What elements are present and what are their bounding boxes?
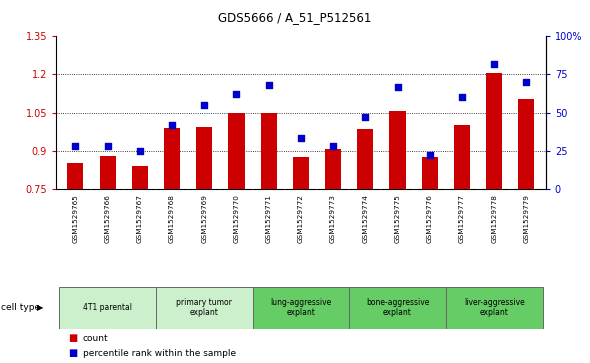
- Point: [103, 143, 112, 149]
- Text: GSM1529766: GSM1529766: [104, 194, 110, 242]
- Text: GSM1529778: GSM1529778: [491, 194, 497, 242]
- Bar: [196, 127, 212, 189]
- Bar: [349, 287, 446, 329]
- Text: GSM1529767: GSM1529767: [137, 194, 143, 242]
- Point: [199, 102, 209, 108]
- Text: GSM1529776: GSM1529776: [427, 194, 433, 242]
- Text: GSM1529765: GSM1529765: [73, 194, 78, 242]
- Text: percentile rank within the sample: percentile rank within the sample: [83, 349, 236, 358]
- Text: GSM1529769: GSM1529769: [201, 194, 207, 242]
- Point: [425, 152, 434, 158]
- Point: [522, 79, 531, 85]
- Text: 4T1 parental: 4T1 parental: [83, 303, 132, 312]
- Point: [71, 143, 80, 149]
- Text: liver-aggressive
explant: liver-aggressive explant: [464, 298, 525, 317]
- Text: GSM1529768: GSM1529768: [169, 194, 175, 242]
- Bar: [293, 157, 309, 189]
- Bar: [100, 156, 116, 189]
- Point: [264, 82, 273, 88]
- Bar: [454, 125, 470, 189]
- Text: primary tumor
explant: primary tumor explant: [176, 298, 232, 317]
- Bar: [519, 99, 535, 189]
- Bar: [389, 111, 405, 189]
- Bar: [358, 129, 373, 189]
- Text: GSM1529775: GSM1529775: [395, 194, 401, 242]
- Bar: [261, 113, 277, 189]
- Point: [232, 91, 241, 97]
- Point: [329, 143, 338, 149]
- Bar: [422, 157, 438, 189]
- Text: GSM1529774: GSM1529774: [362, 194, 368, 242]
- Text: bone-aggressive
explant: bone-aggressive explant: [366, 298, 430, 317]
- Point: [490, 61, 499, 67]
- Text: ■: ■: [68, 333, 77, 343]
- Point: [393, 84, 402, 90]
- Point: [135, 148, 145, 154]
- Text: cell type: cell type: [1, 303, 40, 312]
- Text: GSM1529772: GSM1529772: [298, 194, 304, 242]
- Text: GSM1529779: GSM1529779: [523, 194, 529, 242]
- Bar: [59, 287, 156, 329]
- Text: ■: ■: [68, 348, 77, 358]
- Bar: [253, 287, 349, 329]
- Text: GSM1529777: GSM1529777: [459, 194, 465, 242]
- Bar: [164, 128, 180, 189]
- Bar: [67, 163, 83, 189]
- Text: GSM1529773: GSM1529773: [330, 194, 336, 242]
- Text: GSM1529770: GSM1529770: [234, 194, 240, 242]
- Point: [457, 94, 467, 100]
- Bar: [156, 287, 253, 329]
- Text: ▶: ▶: [37, 303, 44, 312]
- Bar: [228, 113, 244, 189]
- Text: GDS5666 / A_51_P512561: GDS5666 / A_51_P512561: [218, 11, 372, 24]
- Point: [360, 114, 370, 120]
- Point: [168, 122, 177, 128]
- Text: lung-aggressive
explant: lung-aggressive explant: [270, 298, 332, 317]
- Bar: [486, 73, 502, 189]
- Bar: [132, 166, 148, 189]
- Point: [296, 135, 306, 141]
- Text: count: count: [83, 334, 108, 343]
- Bar: [325, 150, 341, 189]
- Bar: [446, 287, 543, 329]
- Text: GSM1529771: GSM1529771: [266, 194, 271, 242]
